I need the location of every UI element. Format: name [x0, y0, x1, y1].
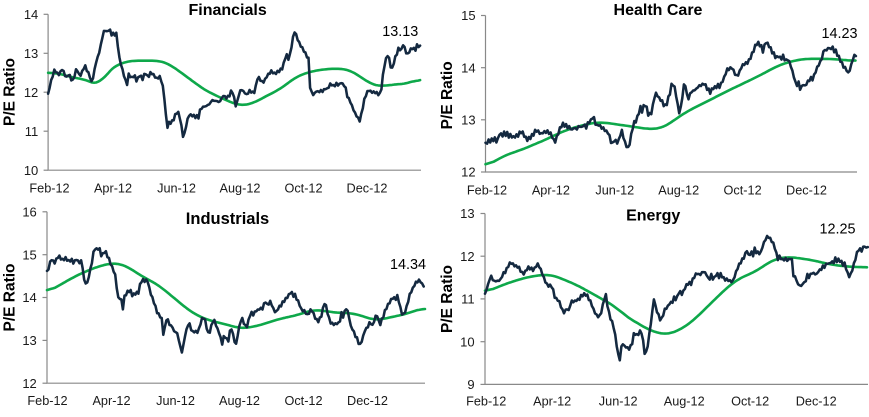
svg-text:13: 13	[460, 206, 474, 221]
svg-text:11: 11	[25, 124, 39, 139]
svg-text:Dec-12: Dec-12	[347, 182, 388, 196]
svg-text:Oct-12: Oct-12	[724, 183, 762, 197]
svg-text:Apr-12: Apr-12	[532, 183, 570, 197]
svg-text:P/E Ratio: P/E Ratio	[2, 58, 19, 126]
svg-text:Oct-12: Oct-12	[731, 394, 769, 408]
svg-text:12: 12	[24, 85, 38, 100]
svg-text:Aug-12: Aug-12	[658, 183, 699, 197]
svg-text:13: 13	[461, 113, 475, 128]
svg-text:15: 15	[461, 8, 475, 23]
svg-text:P/E Ratio: P/E Ratio	[439, 265, 456, 333]
svg-text:Jun-12: Jun-12	[157, 182, 196, 196]
svg-text:9: 9	[467, 377, 474, 392]
svg-text:10: 10	[460, 334, 474, 349]
svg-text:Financials: Financials	[188, 2, 266, 19]
svg-text:12: 12	[22, 376, 36, 391]
svg-text:Feb-12: Feb-12	[27, 394, 67, 408]
svg-text:15: 15	[22, 247, 36, 262]
svg-text:Oct-12: Oct-12	[284, 182, 322, 196]
svg-text:Jun-12: Jun-12	[595, 183, 634, 197]
svg-text:Feb-12: Feb-12	[29, 182, 69, 196]
svg-text:16: 16	[22, 205, 36, 220]
svg-text:Jun-12: Jun-12	[156, 394, 195, 408]
svg-text:14.23: 14.23	[821, 26, 857, 42]
svg-text:13: 13	[24, 46, 38, 61]
svg-text:Dec-12: Dec-12	[796, 394, 837, 408]
svg-text:12: 12	[461, 165, 475, 180]
svg-text:Oct-12: Oct-12	[284, 394, 322, 408]
svg-text:Dec-12: Dec-12	[347, 394, 388, 408]
svg-text:14: 14	[461, 60, 475, 75]
svg-text:Aug-12: Aug-12	[219, 394, 260, 408]
svg-text:Dec-12: Dec-12	[786, 183, 827, 197]
svg-text:P/E Ratio: P/E Ratio	[2, 263, 19, 331]
svg-text:Apr-12: Apr-12	[92, 394, 130, 408]
svg-text:Aug-12: Aug-12	[664, 394, 705, 408]
svg-text:13.13: 13.13	[382, 24, 418, 40]
svg-text:Health Care: Health Care	[614, 2, 703, 19]
svg-text:11: 11	[461, 292, 475, 307]
svg-text:Jun-12: Jun-12	[599, 394, 638, 408]
svg-text:14: 14	[22, 290, 36, 305]
svg-text:12.25: 12.25	[819, 221, 855, 237]
svg-text:10: 10	[24, 163, 38, 178]
svg-text:Feb-12: Feb-12	[467, 183, 507, 197]
svg-text:12: 12	[460, 249, 474, 264]
svg-text:P/E Ratio: P/E Ratio	[439, 61, 456, 129]
svg-text:Aug-12: Aug-12	[220, 182, 261, 196]
svg-text:Apr-12: Apr-12	[533, 394, 571, 408]
svg-text:Energy: Energy	[626, 208, 680, 225]
svg-text:Feb-12: Feb-12	[466, 394, 506, 408]
svg-text:13: 13	[22, 333, 36, 348]
svg-text:14.34: 14.34	[390, 257, 426, 273]
svg-text:14: 14	[24, 7, 38, 22]
svg-text:Apr-12: Apr-12	[94, 182, 132, 196]
svg-text:Industrials: Industrials	[186, 210, 269, 228]
